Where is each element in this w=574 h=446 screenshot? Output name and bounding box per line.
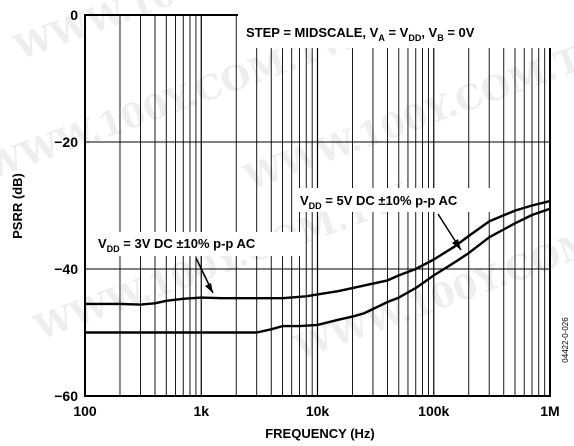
y-tick-label: −20 <box>54 134 78 150</box>
arrowhead-3v <box>205 283 213 293</box>
watermark: WWW.100Y.COM.TW WWW.100Y.COM.TW WWW.100Y… <box>0 0 574 369</box>
y-tick-label: 0 <box>70 7 78 23</box>
y-tick-label: −40 <box>54 261 78 277</box>
series-layer <box>85 199 551 334</box>
label-3v-bg <box>94 232 300 256</box>
x-axis-title: FREQUENCY (Hz) <box>265 426 375 441</box>
series-line-2 <box>85 207 551 334</box>
figure-id: 04422-0-026 <box>561 317 570 363</box>
y-axis-title: PSRR (dB) <box>10 173 25 239</box>
label-5v: VDD = 5V DC ±10% p-p AC <box>300 193 458 211</box>
arrowhead-5v <box>452 239 461 250</box>
series-line-1 <box>85 199 551 306</box>
header-annotation: STEP = MIDSCALE, VA = VDD, VB = 0V <box>246 25 475 43</box>
header-annotation-bg <box>238 14 556 48</box>
x-tick-label: 100k <box>418 403 449 419</box>
tick-labels: 100 1k 10k 100k 1M 0 −20 −40 −60 <box>54 7 559 419</box>
label-3v: VDD = 3V DC ±10% p-p AC <box>98 236 256 254</box>
label-5v-bg <box>296 188 496 212</box>
y-tick-label: −60 <box>54 388 78 404</box>
x-tick-label: 10k <box>306 403 330 419</box>
x-tick-label: 1k <box>193 403 209 419</box>
x-tick-label: 100 <box>73 403 97 419</box>
x-tick-label: 1M <box>540 403 559 419</box>
